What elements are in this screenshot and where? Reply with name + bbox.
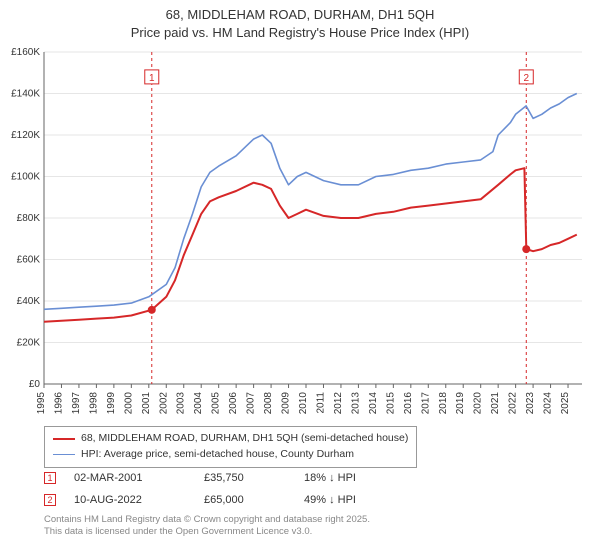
sale-price: £65,000 xyxy=(204,494,304,506)
svg-text:£60K: £60K xyxy=(17,255,41,266)
svg-text:2009: 2009 xyxy=(281,392,292,415)
line-chart: £0£20K£40K£60K£80K£100K£120K£140K£160K 1… xyxy=(44,48,588,418)
svg-text:1995: 1995 xyxy=(36,392,47,415)
sale-row: 2 10-AUG-2022£65,00049% ↓ HPI xyxy=(44,490,356,510)
svg-text:2021: 2021 xyxy=(490,392,501,415)
svg-text:2017: 2017 xyxy=(420,392,431,415)
sale-marker-icon: 1 xyxy=(44,472,56,484)
chart-container: 68, MIDDLEHAM ROAD, DURHAM, DH1 5QH Pric… xyxy=(0,0,600,560)
title-block: 68, MIDDLEHAM ROAD, DURHAM, DH1 5QH Pric… xyxy=(0,0,600,41)
sale-delta: 18% ↓ HPI xyxy=(304,472,356,484)
svg-text:£140K: £140K xyxy=(11,89,40,100)
sale-row: 1 02-MAR-2001£35,75018% ↓ HPI xyxy=(44,468,356,488)
svg-text:2019: 2019 xyxy=(455,392,466,415)
legend: 68, MIDDLEHAM ROAD, DURHAM, DH1 5QH (sem… xyxy=(44,426,417,468)
svg-text:2023: 2023 xyxy=(525,392,536,415)
title-subtitle: Price paid vs. HM Land Registry's House … xyxy=(0,24,600,42)
svg-text:2013: 2013 xyxy=(350,392,361,415)
svg-text:2010: 2010 xyxy=(298,392,309,415)
svg-text:2025: 2025 xyxy=(560,392,571,415)
legend-item: HPI: Average price, semi-detached house,… xyxy=(53,447,408,463)
svg-text:2016: 2016 xyxy=(403,392,414,415)
legend-swatch xyxy=(53,454,75,455)
svg-text:2005: 2005 xyxy=(211,392,222,415)
footer-attribution: Contains HM Land Registry data © Crown c… xyxy=(44,514,370,539)
sale-date: 02-MAR-2001 xyxy=(74,472,204,484)
footer-line1: Contains HM Land Registry data © Crown c… xyxy=(44,514,370,526)
svg-text:2015: 2015 xyxy=(385,392,396,415)
legend-item: 68, MIDDLEHAM ROAD, DURHAM, DH1 5QH (sem… xyxy=(53,431,408,447)
svg-text:2024: 2024 xyxy=(543,392,554,415)
svg-text:1: 1 xyxy=(149,73,155,84)
svg-text:2012: 2012 xyxy=(333,392,344,415)
svg-text:2011: 2011 xyxy=(315,392,326,414)
svg-text:£80K: £80K xyxy=(17,213,41,224)
svg-text:1998: 1998 xyxy=(88,392,99,415)
svg-text:2002: 2002 xyxy=(158,392,169,415)
svg-text:2007: 2007 xyxy=(246,392,257,415)
svg-text:2008: 2008 xyxy=(263,392,274,415)
svg-text:1999: 1999 xyxy=(106,392,117,415)
svg-text:2006: 2006 xyxy=(228,392,239,415)
svg-text:1997: 1997 xyxy=(71,392,82,415)
sale-price: £35,750 xyxy=(204,472,304,484)
svg-text:£40K: £40K xyxy=(17,296,41,307)
sale-delta: 49% ↓ HPI xyxy=(304,494,356,506)
title-address: 68, MIDDLEHAM ROAD, DURHAM, DH1 5QH xyxy=(0,6,600,24)
svg-text:2022: 2022 xyxy=(508,392,519,415)
svg-text:1996: 1996 xyxy=(53,392,64,415)
svg-text:£160K: £160K xyxy=(11,47,40,58)
svg-text:£120K: £120K xyxy=(11,130,40,141)
legend-swatch xyxy=(53,438,75,440)
svg-text:2: 2 xyxy=(523,73,529,84)
sale-data-points: 1 02-MAR-2001£35,75018% ↓ HPI 2 10-AUG-2022… xyxy=(44,468,356,512)
legend-label: 68, MIDDLEHAM ROAD, DURHAM, DH1 5QH (sem… xyxy=(81,431,408,447)
svg-text:2020: 2020 xyxy=(473,392,484,415)
sale-marker-icon: 2 xyxy=(44,494,56,506)
svg-text:2014: 2014 xyxy=(368,392,379,415)
svg-text:2004: 2004 xyxy=(193,392,204,415)
svg-text:£0: £0 xyxy=(29,379,41,390)
svg-text:2001: 2001 xyxy=(141,392,152,415)
sale-date: 10-AUG-2022 xyxy=(74,494,204,506)
svg-text:£100K: £100K xyxy=(11,172,40,183)
footer-line2: This data is licensed under the Open Gov… xyxy=(44,526,370,538)
svg-text:2018: 2018 xyxy=(438,392,449,415)
svg-text:2000: 2000 xyxy=(123,392,134,415)
svg-text:2003: 2003 xyxy=(176,392,187,415)
legend-label: HPI: Average price, semi-detached house,… xyxy=(81,447,354,463)
svg-text:£20K: £20K xyxy=(17,338,41,349)
